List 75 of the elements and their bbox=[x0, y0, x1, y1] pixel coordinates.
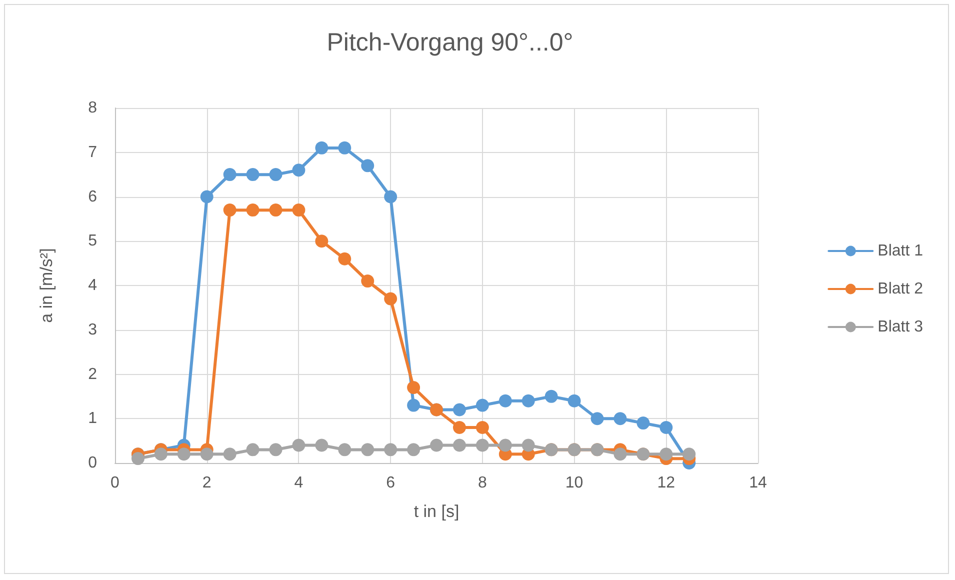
point bbox=[682, 448, 696, 461]
point bbox=[269, 168, 282, 182]
point bbox=[361, 159, 374, 172]
point bbox=[200, 448, 214, 461]
point bbox=[614, 412, 627, 426]
y-tick-label: 4 bbox=[88, 277, 98, 294]
x-tick-label: 14 bbox=[749, 474, 767, 492]
point bbox=[223, 448, 236, 461]
point bbox=[452, 403, 466, 416]
point bbox=[476, 398, 489, 412]
y-axis-title: a in [m/s²] bbox=[37, 248, 56, 323]
y-tick-label: 5 bbox=[88, 232, 98, 250]
point bbox=[361, 274, 374, 288]
point bbox=[246, 443, 260, 456]
x-axis-title: t in [s] bbox=[414, 502, 460, 521]
point bbox=[498, 438, 512, 452]
point bbox=[223, 204, 236, 217]
point bbox=[154, 448, 168, 461]
point bbox=[498, 394, 512, 408]
point bbox=[476, 438, 489, 452]
legend-label: Blatt 2 bbox=[878, 280, 924, 298]
y-tick-label: 1 bbox=[88, 410, 98, 428]
y-tick-label: 6 bbox=[88, 188, 98, 206]
point bbox=[315, 438, 328, 452]
point bbox=[614, 448, 627, 461]
point bbox=[452, 421, 466, 434]
point bbox=[292, 204, 306, 217]
point bbox=[292, 164, 306, 177]
y-tick-label: 3 bbox=[88, 321, 98, 338]
point bbox=[384, 292, 398, 306]
point bbox=[384, 443, 398, 456]
point bbox=[131, 452, 144, 466]
point bbox=[568, 394, 581, 408]
x-tick-label: 6 bbox=[386, 474, 396, 492]
point bbox=[660, 421, 673, 434]
y-tick-label: 8 bbox=[88, 100, 98, 116]
point bbox=[200, 190, 214, 204]
point bbox=[636, 416, 650, 430]
chart-title: Pitch-Vorgang 90°...0° bbox=[326, 28, 574, 56]
x-tick-label: 12 bbox=[657, 474, 676, 492]
legend-label: Blatt 1 bbox=[878, 242, 924, 260]
point bbox=[269, 443, 282, 456]
point bbox=[544, 390, 558, 403]
y-tick-label: 7 bbox=[88, 144, 98, 161]
point bbox=[269, 204, 282, 217]
point bbox=[338, 252, 352, 266]
legend-label: Blatt 3 bbox=[878, 318, 924, 336]
x-tick-label: 10 bbox=[565, 474, 584, 492]
point bbox=[315, 234, 328, 248]
point bbox=[452, 438, 466, 452]
point bbox=[407, 398, 420, 412]
point bbox=[522, 438, 535, 452]
point bbox=[246, 168, 260, 182]
point bbox=[430, 438, 443, 452]
x-tick-label: 8 bbox=[478, 474, 487, 492]
x-tick-label: 0 bbox=[110, 474, 120, 492]
point bbox=[223, 168, 236, 182]
point bbox=[177, 448, 190, 461]
point bbox=[361, 443, 374, 456]
point bbox=[522, 394, 535, 408]
point bbox=[407, 443, 420, 456]
point bbox=[338, 443, 352, 456]
point bbox=[246, 204, 260, 217]
point bbox=[292, 438, 306, 452]
point bbox=[407, 381, 420, 394]
point bbox=[660, 448, 673, 461]
y-tick-label: 2 bbox=[88, 366, 98, 383]
point bbox=[476, 421, 489, 434]
x-tick-label: 4 bbox=[294, 474, 304, 492]
point bbox=[384, 190, 398, 204]
y-tick-label: 0 bbox=[88, 454, 98, 472]
point bbox=[315, 141, 328, 154]
point bbox=[590, 412, 604, 426]
point bbox=[338, 141, 352, 154]
x-tick-label: 2 bbox=[202, 474, 212, 492]
